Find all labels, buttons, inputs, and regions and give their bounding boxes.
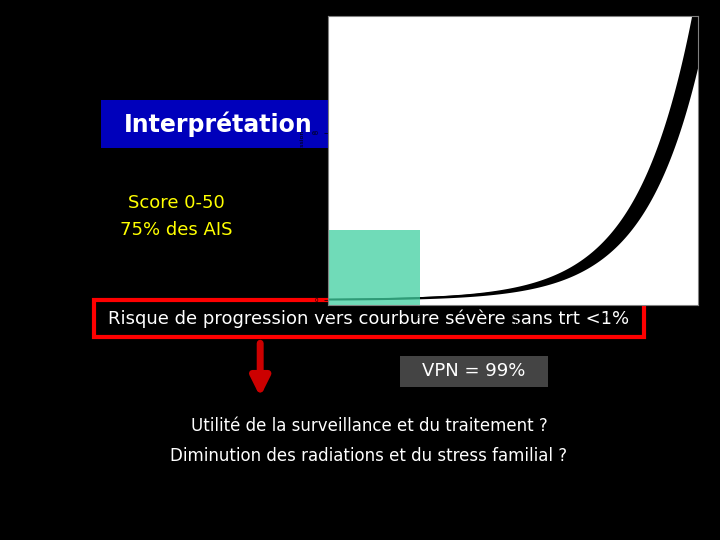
FancyBboxPatch shape [94,300,644,337]
Text: Utilité de la surveillance et du traitement ?
Diminution des radiations et du st: Utilité de la surveillance et du traitem… [171,417,567,465]
Y-axis label: Risk of Progression: Risk of Progression [300,131,305,190]
X-axis label: AIS-PT: AIS-PT [502,322,524,328]
Text: Score 0-50
75% des AIS: Score 0-50 75% des AIS [120,194,233,239]
FancyBboxPatch shape [101,100,336,148]
Bar [328,230,420,313]
Text: Risque de progression vers courbure sévère sans trt <1%: Risque de progression vers courbure sévè… [109,309,629,328]
FancyBboxPatch shape [400,356,548,387]
Text: Interprétation: Interprétation [124,111,312,137]
Text: VPN = 99%: VPN = 99% [422,362,526,380]
